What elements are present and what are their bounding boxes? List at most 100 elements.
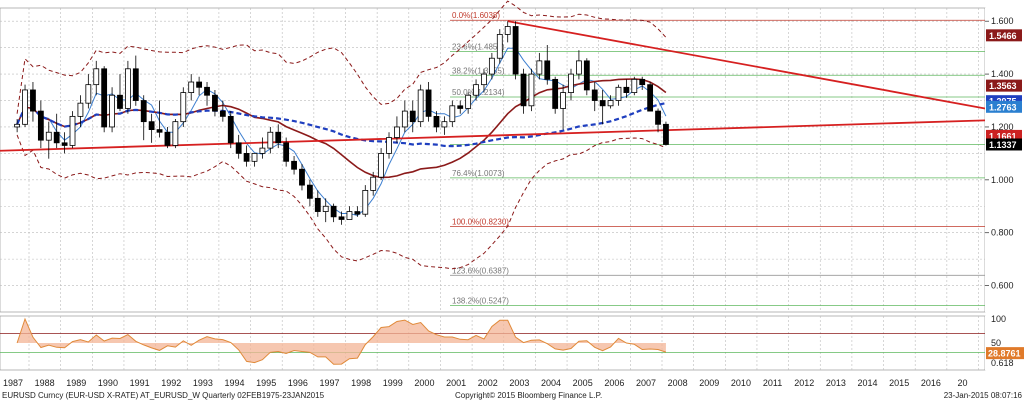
candle-body	[481, 73, 487, 86]
bollinger-upper	[16, 0, 667, 114]
year-tick-label: 2012	[794, 378, 814, 388]
candle-body	[275, 131, 282, 144]
candle-body	[394, 126, 400, 138]
candle-body	[512, 26, 519, 75]
candle-body	[267, 131, 274, 149]
candle-body	[647, 84, 654, 112]
candle-body	[473, 84, 479, 96]
price-tag	[986, 100, 1022, 113]
year-tick-label: 2002	[478, 378, 498, 388]
oscillator-area	[17, 319, 666, 365]
candle-body	[30, 89, 36, 112]
candle-body	[61, 142, 68, 146]
year-tick-label: 1991	[130, 378, 150, 388]
candle-body	[346, 211, 353, 220]
price-tick-label: 0.800	[991, 228, 1014, 238]
candle-body	[235, 142, 242, 154]
price-tick-label: 1.200	[991, 122, 1014, 132]
candle-body	[22, 89, 28, 125]
candle-body	[544, 60, 551, 80]
year-tick-label: 1987	[3, 378, 23, 388]
candle-body	[132, 68, 139, 101]
candle-body	[69, 115, 76, 146]
candle-body	[117, 94, 123, 109]
candle-body	[77, 102, 84, 117]
candle-body	[37, 110, 44, 141]
oscillator-tag-label: 28.8761	[988, 349, 1021, 359]
fib-level-label: 0.0%(1.6038)	[452, 11, 500, 20]
candle-body	[259, 147, 266, 154]
year-tick-label: 2008	[668, 378, 688, 388]
price-tag-label: 1.1661	[989, 131, 1017, 141]
candle-body	[140, 100, 147, 123]
candle-body	[401, 110, 408, 128]
candle-body	[504, 26, 511, 35]
candle-body	[180, 92, 187, 123]
candle-body	[599, 100, 606, 107]
price-tag	[986, 79, 1022, 92]
candle-body	[639, 78, 646, 86]
year-tick-label: 1997	[319, 378, 339, 388]
candle-body	[322, 205, 329, 212]
candle-body	[457, 105, 464, 109]
candle-body	[449, 105, 456, 123]
price-tag-label: 1.3563	[989, 81, 1017, 91]
candle-body	[314, 197, 321, 212]
candle-body	[299, 168, 305, 186]
candle-body	[655, 110, 661, 125]
candle-body	[488, 57, 495, 75]
year-tick-label: 2003	[509, 378, 529, 388]
price-tag-label: 1.2763	[989, 102, 1017, 112]
candle-body	[536, 60, 543, 75]
year-tick-label: 2006	[604, 378, 624, 388]
candle-body	[204, 86, 210, 96]
candle-body	[576, 60, 582, 75]
oscillator-tick-label: 100	[991, 314, 1006, 324]
fib-level-label: 100.0%(0.8230)	[452, 218, 509, 227]
candle-body	[465, 94, 472, 109]
footer-left: EURUSD Curncy (EUR-USD X-RATE) AT_EURUSD…	[2, 391, 325, 400]
trend-lines	[0, 20, 986, 152]
fib-level-label: 138.2%(0.5247)	[452, 296, 509, 305]
oscillator-line	[16, 317, 667, 365]
candle-body	[386, 137, 392, 154]
year-tick-label: 2015	[889, 378, 909, 388]
fib-level-label: 123.6%(0.6387)	[452, 266, 509, 275]
candle-body	[227, 115, 234, 144]
year-tick-label: 2001	[446, 378, 466, 388]
candle-body	[188, 81, 195, 93]
candle-body	[283, 142, 290, 162]
candle-body	[212, 94, 218, 112]
candle-body	[409, 110, 416, 123]
candle-body	[291, 160, 297, 170]
candle-body	[14, 123, 21, 128]
candle-body	[109, 94, 115, 128]
year-tick-label: 2014	[858, 378, 878, 388]
candle-body	[528, 73, 535, 107]
year-tick-label: 1996	[288, 378, 308, 388]
oscillator-tick-label: 50	[991, 338, 1001, 348]
year-tick-label: 1995	[256, 378, 276, 388]
time-axis: 1987 1988 1989 1990 1991 1992 1993 1994 1995 1996…	[3, 378, 968, 388]
year-tick-label: 2010	[731, 378, 751, 388]
footer-right: 23-Jan-2015 08:07:16	[944, 391, 1023, 400]
candle-body	[354, 211, 361, 215]
price-tick-label: 0.600	[991, 281, 1014, 291]
price-tag	[986, 29, 1022, 42]
bollinger-lower	[16, 134, 667, 270]
year-tick-label: 1998	[351, 378, 371, 388]
candle-body	[631, 78, 638, 93]
candle-body	[417, 89, 424, 123]
candle-body	[615, 86, 622, 101]
candle-body	[496, 34, 503, 59]
candle-body	[370, 176, 377, 191]
candle-body	[196, 81, 203, 88]
fib-level-label: 76.4%(1.0073)	[452, 169, 505, 178]
candle-body	[243, 152, 250, 162]
candle-body	[148, 121, 155, 130]
candle-body	[85, 84, 92, 104]
candle-body	[362, 189, 369, 215]
year-tick-label: 1990	[98, 378, 118, 388]
